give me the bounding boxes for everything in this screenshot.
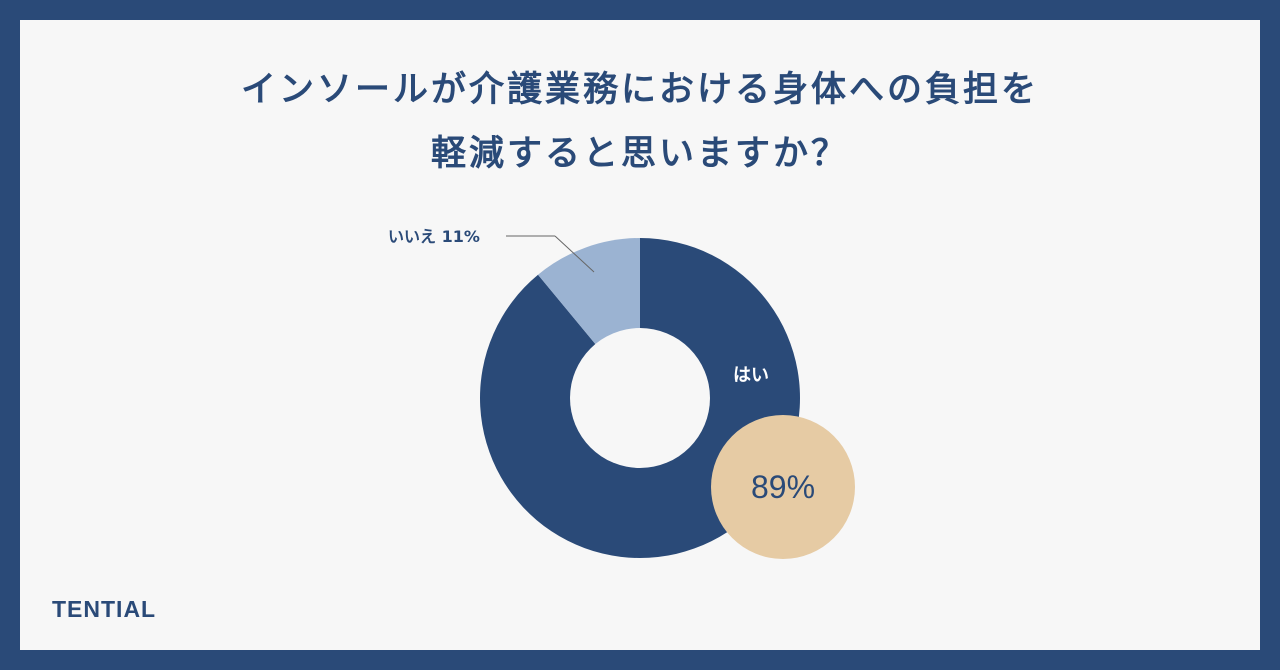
donut-hole: [570, 328, 710, 468]
chart-title-line-1: インソールが介護業務における身体への負担を: [240, 70, 1039, 110]
yes-slice-label: はい: [733, 365, 769, 386]
chart-title-line-2: 軽減すると思いますか？: [430, 134, 849, 174]
yes-value-badge: [711, 415, 855, 559]
yes-value-badge-text: 89%: [751, 469, 815, 505]
tential-logo: TENTIAL: [52, 596, 157, 622]
chart-title: インソールが介護業務における身体への負担を 軽減すると思いますか？: [0, 58, 1280, 186]
no-slice-label: いいえ 11%: [388, 227, 480, 246]
no-leader-line-diagonal: [554, 235, 595, 273]
